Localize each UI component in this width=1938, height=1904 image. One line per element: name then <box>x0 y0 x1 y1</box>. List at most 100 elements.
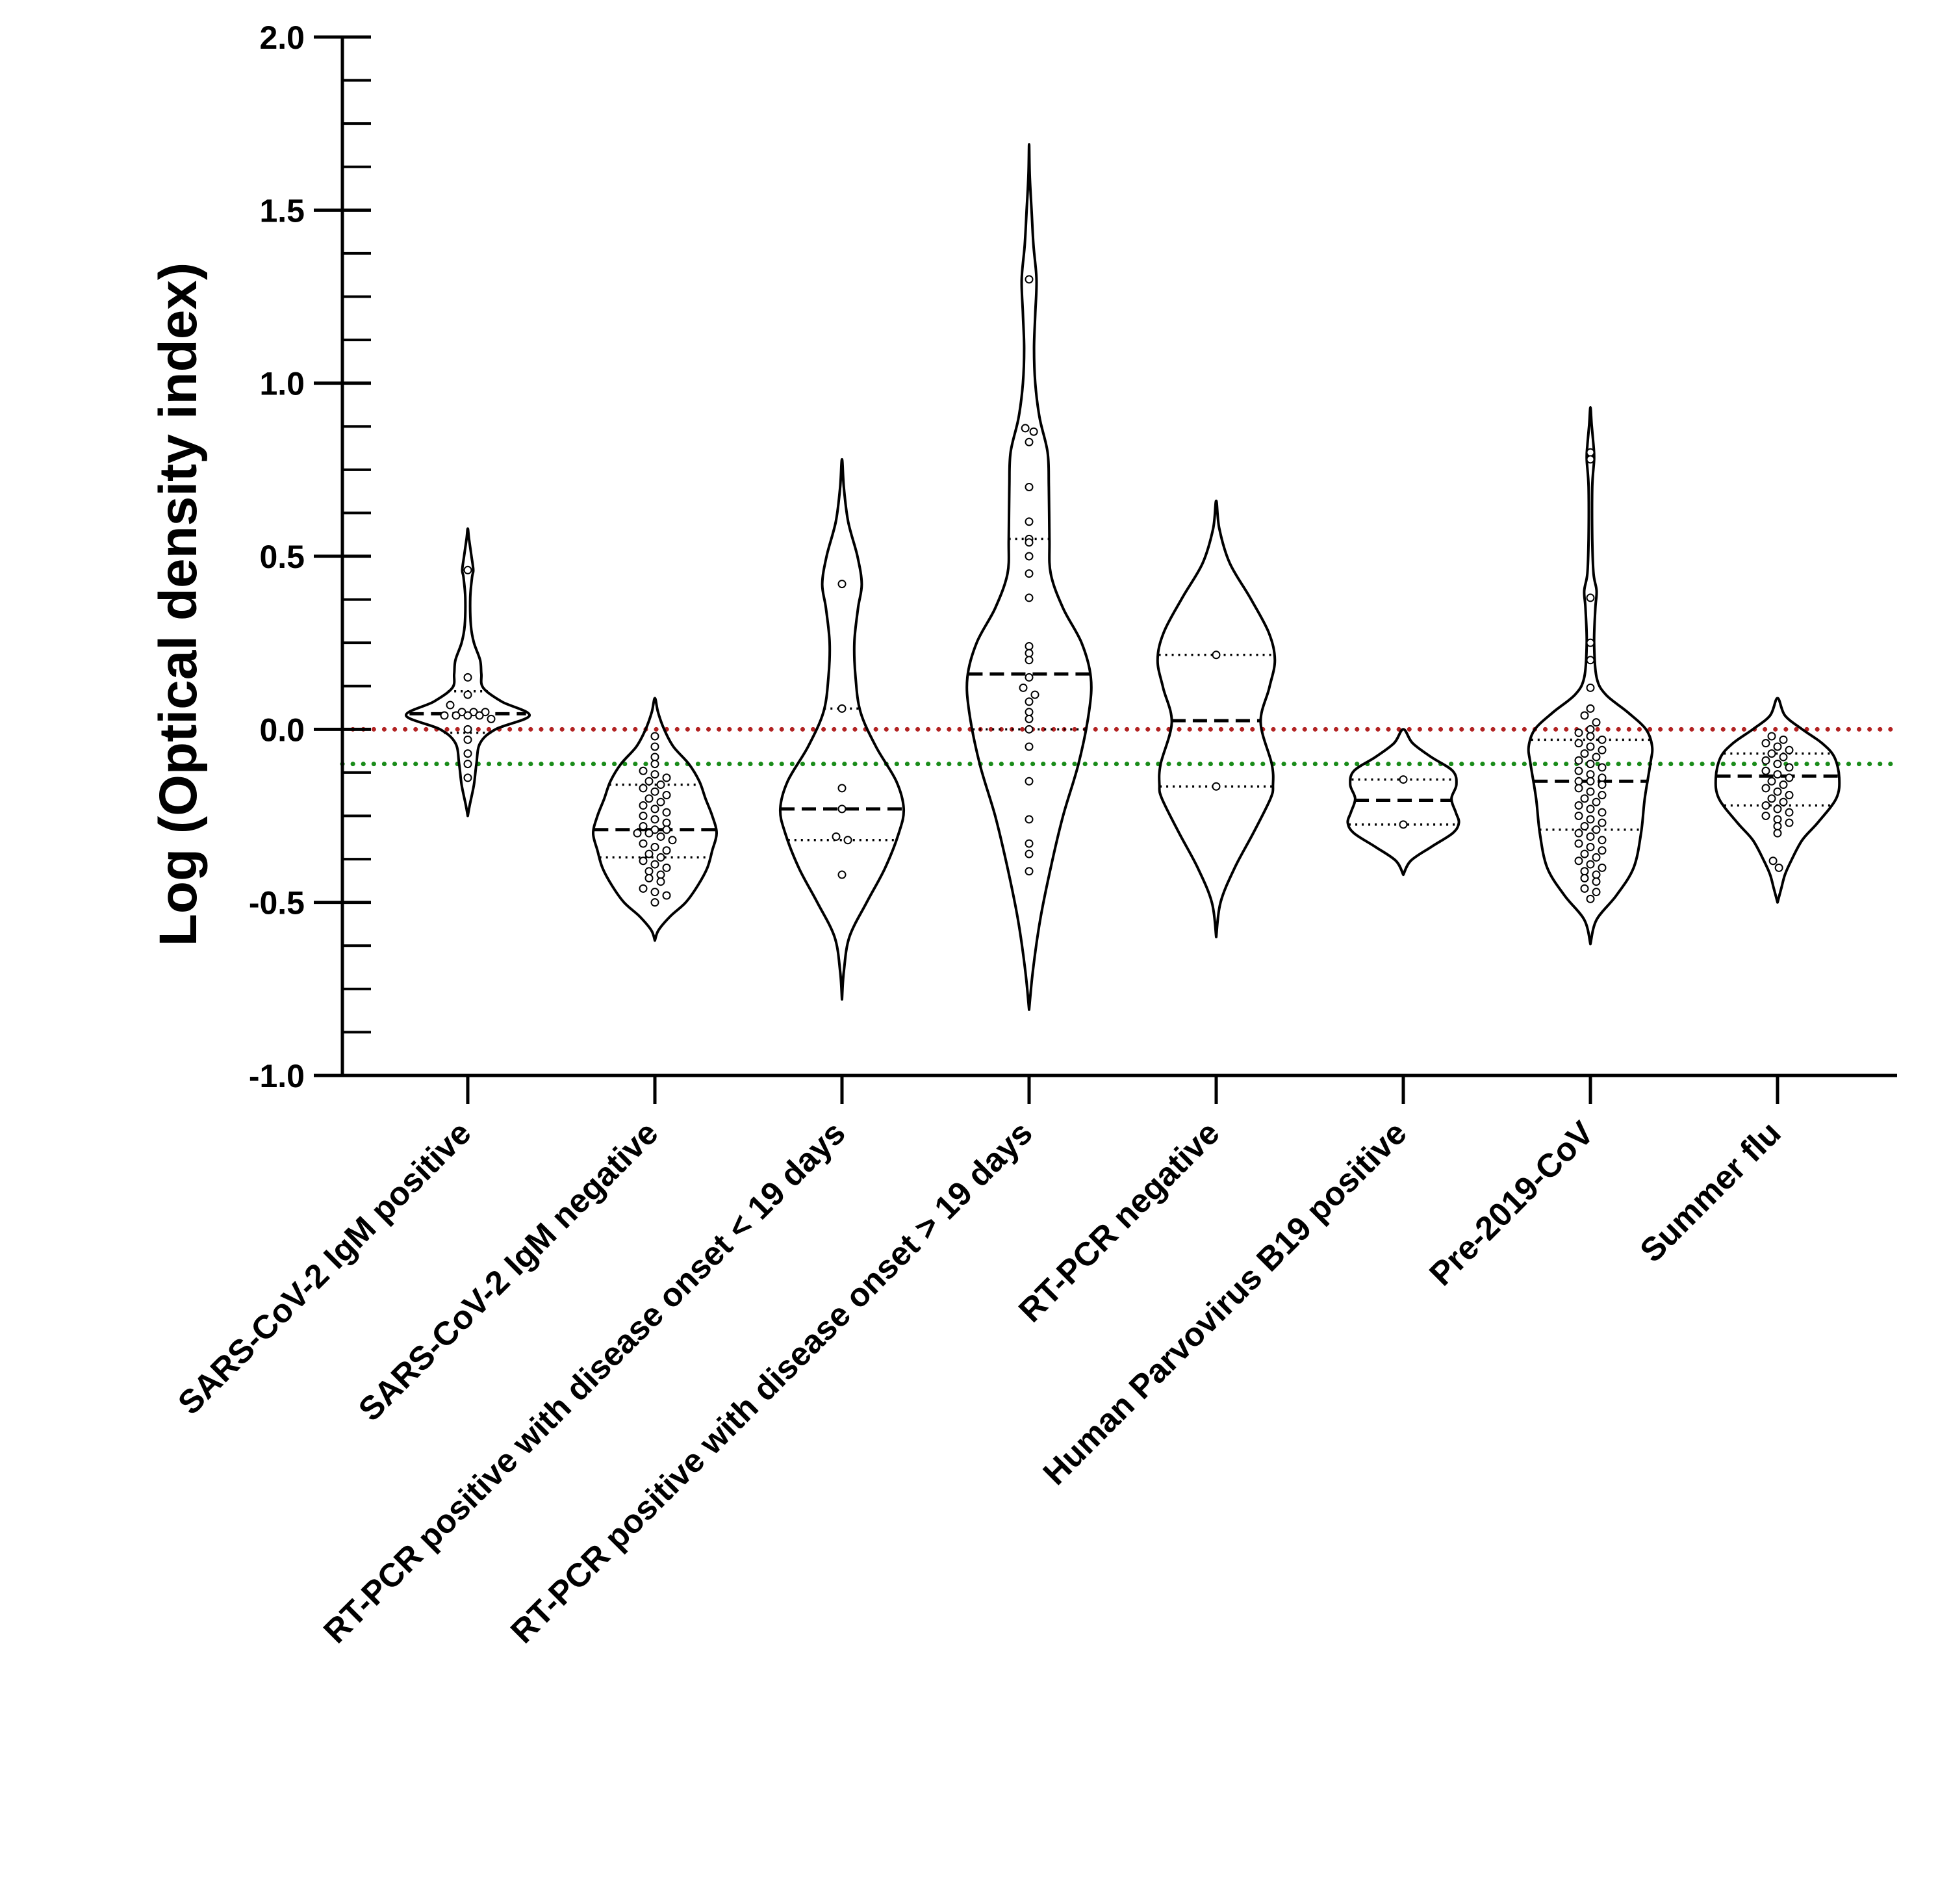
violin-outline <box>1714 697 1841 904</box>
data-point <box>1025 714 1034 723</box>
data-point <box>487 714 496 723</box>
data-point <box>1025 849 1034 858</box>
data-point <box>1586 832 1595 841</box>
data-point <box>662 791 671 800</box>
data-point <box>1574 777 1583 786</box>
data-point <box>650 770 659 779</box>
data-point <box>1598 773 1607 782</box>
data-point <box>1779 735 1788 744</box>
data-point <box>1598 780 1607 790</box>
data-point <box>1767 777 1776 786</box>
data-point <box>656 797 665 806</box>
data-point <box>1592 877 1601 886</box>
data-point <box>1761 801 1770 810</box>
data-point <box>1019 683 1028 692</box>
data-point <box>1779 797 1788 806</box>
data-point <box>633 829 642 838</box>
data-point <box>1767 794 1776 803</box>
violin-groups <box>405 143 1841 1011</box>
data-point <box>662 846 671 855</box>
data-point <box>639 839 648 848</box>
data-point <box>650 732 659 741</box>
data-point <box>832 832 841 841</box>
data-point <box>1598 846 1607 855</box>
data-point <box>463 735 472 744</box>
data-point <box>1025 538 1034 547</box>
data-point <box>1586 638 1595 647</box>
data-point <box>1399 820 1408 829</box>
data-point <box>1580 711 1589 720</box>
data-point <box>1586 593 1595 602</box>
violin-group <box>1527 406 1654 946</box>
data-point <box>1586 704 1595 713</box>
data-point <box>463 711 472 720</box>
data-point <box>1574 801 1583 810</box>
data-point <box>1212 782 1221 791</box>
data-point <box>1592 870 1601 879</box>
data-point <box>1580 749 1589 758</box>
data-point <box>463 565 472 574</box>
data-point <box>1025 697 1034 706</box>
data-point <box>656 832 665 841</box>
data-point <box>668 836 677 845</box>
violin-group <box>1714 697 1841 904</box>
data-point <box>644 873 654 882</box>
data-point <box>639 821 648 830</box>
data-point <box>644 794 654 803</box>
data-point <box>1025 673 1034 682</box>
data-point <box>1586 860 1595 869</box>
data-point <box>1574 784 1583 793</box>
data-point <box>1598 735 1607 744</box>
data-point <box>650 742 659 751</box>
data-point <box>1767 732 1776 741</box>
y-tick-label: 2.0 <box>259 19 305 56</box>
data-point <box>1761 784 1770 793</box>
data-point <box>1586 894 1595 903</box>
y-tick-label: 1.5 <box>259 192 305 229</box>
data-point <box>639 784 648 793</box>
data-point <box>1574 812 1583 820</box>
violin-group <box>405 527 531 817</box>
data-point <box>639 801 648 810</box>
data-point <box>1592 825 1601 834</box>
data-point <box>1779 753 1788 762</box>
data-point <box>1598 745 1607 754</box>
data-point <box>837 870 847 879</box>
data-point <box>1773 821 1782 830</box>
data-point <box>1785 745 1794 754</box>
data-point <box>1025 641 1034 650</box>
data-point <box>662 863 671 872</box>
data-point <box>1580 794 1589 803</box>
data-point <box>1592 753 1601 762</box>
violin-group <box>965 143 1093 1011</box>
data-point <box>1025 725 1034 734</box>
data-point <box>656 877 665 886</box>
data-point <box>1586 683 1595 692</box>
data-point <box>639 812 648 820</box>
data-point <box>1586 455 1595 464</box>
data-point <box>656 853 665 862</box>
data-point <box>440 711 449 720</box>
data-point <box>1592 888 1601 897</box>
violin-outline <box>592 697 718 942</box>
data-point <box>1574 739 1583 748</box>
data-point <box>1580 849 1589 858</box>
reference-lines <box>340 727 1900 767</box>
data-point <box>1025 552 1034 561</box>
data-point <box>1586 448 1595 457</box>
data-point <box>662 808 671 817</box>
data-point <box>1761 739 1770 748</box>
data-point <box>1779 780 1788 790</box>
data-point <box>1785 773 1794 782</box>
data-point <box>650 815 659 824</box>
data-point <box>1580 821 1589 830</box>
data-point <box>1592 797 1601 806</box>
data-point <box>1025 708 1034 717</box>
data-point <box>650 753 659 762</box>
data-point <box>650 842 659 851</box>
data-point <box>1574 766 1583 775</box>
violin-outline <box>965 143 1093 1011</box>
data-point <box>1586 732 1595 741</box>
data-point <box>1399 775 1408 784</box>
data-point <box>1785 808 1794 817</box>
